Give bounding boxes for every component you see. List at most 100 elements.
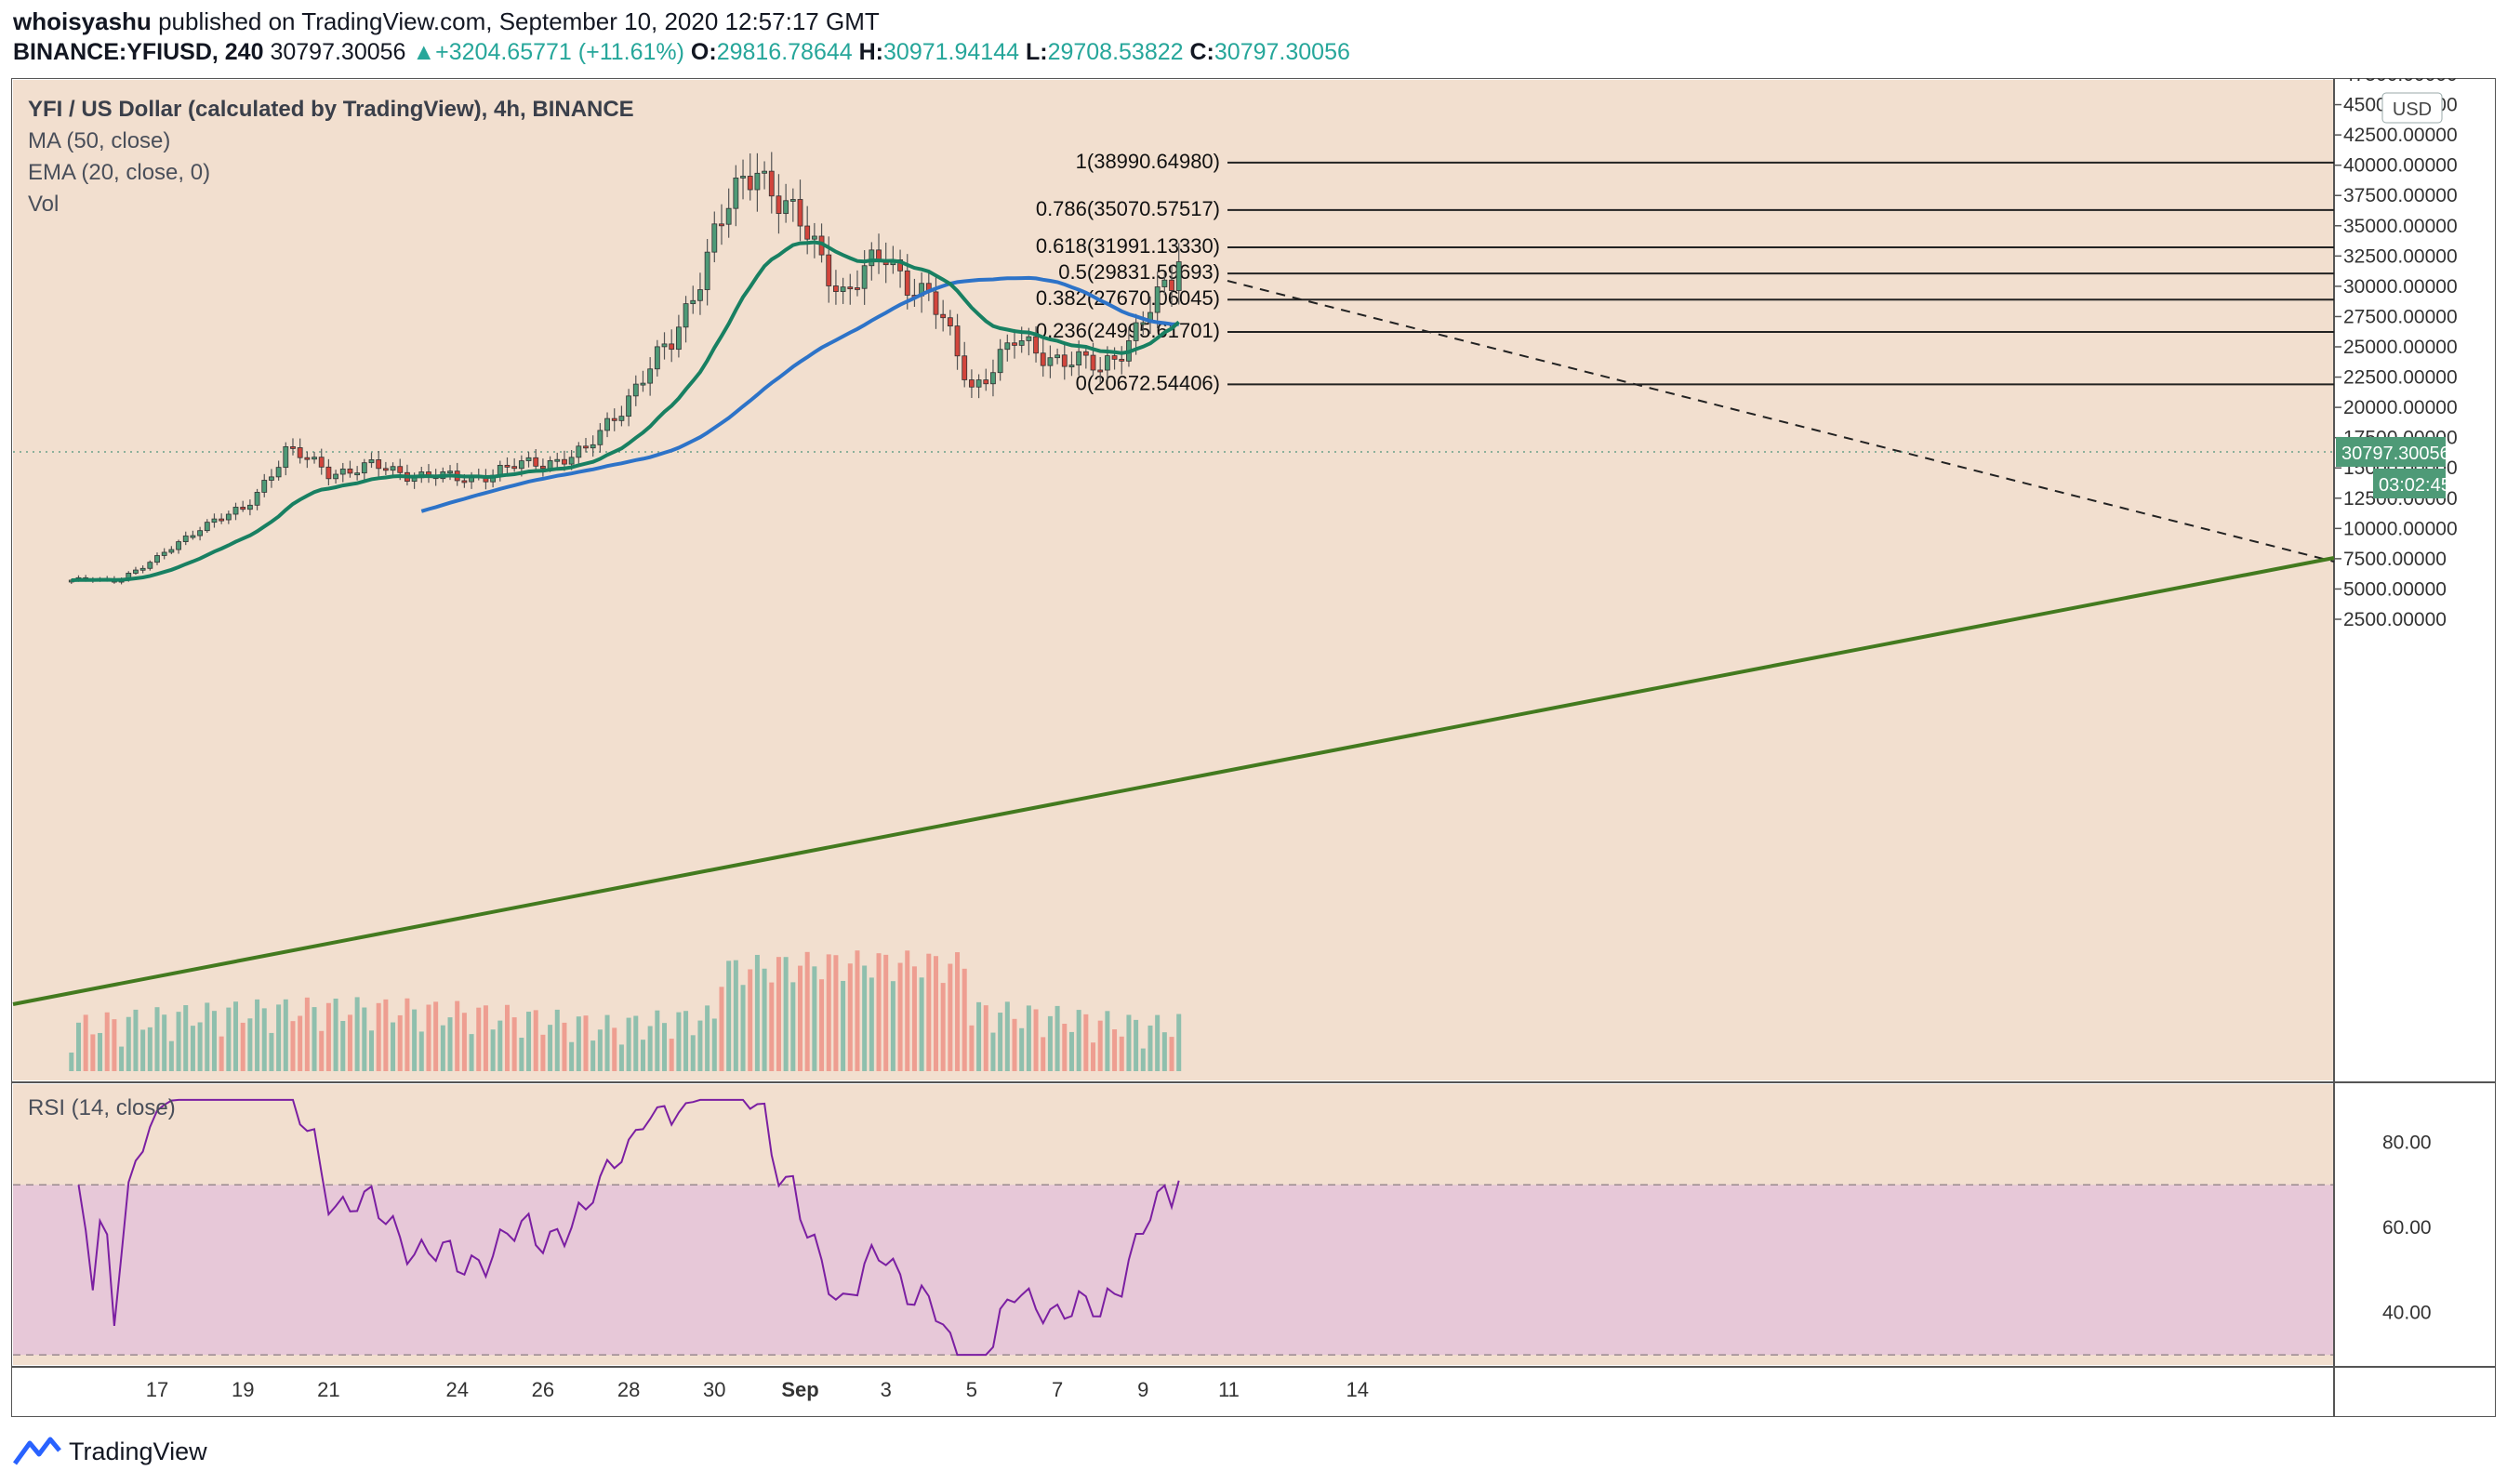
volume-bar (554, 1009, 560, 1071)
volume-bar (748, 969, 753, 1071)
candle-body (725, 207, 732, 225)
candle-body (182, 535, 189, 542)
price-tick-label: 47500.00000 (2343, 78, 2458, 86)
volume-bar (562, 1022, 567, 1071)
price-axis[interactable]: 47500.0000045000.0000042500.0000040000.0… (2334, 78, 2458, 630)
candle-body (640, 382, 646, 386)
candle-body (962, 355, 968, 380)
candle-body (855, 287, 860, 290)
candle-body (447, 470, 453, 474)
candle-body (1047, 357, 1054, 366)
volume-bar (312, 1007, 317, 1071)
candle-body (833, 285, 839, 292)
currency-badge[interactable]: USD (2381, 92, 2443, 124)
volume-bar (1083, 1014, 1089, 1071)
price-chart[interactable]: 1(38990.64980) 0.786(35070.57517) 0.618(31… (11, 78, 2496, 1417)
symbol-name: BINANCE:YFIUSD, 240 (13, 39, 264, 65)
volume-bar (841, 980, 846, 1071)
volume-bar (247, 1018, 253, 1071)
candle-body (1161, 279, 1168, 287)
volume-bar (168, 1040, 174, 1071)
volume-bar (726, 961, 732, 1071)
candle-body (661, 343, 668, 348)
volume-bar (1076, 1010, 1081, 1071)
volume-bar (455, 1000, 460, 1071)
price-tick-label: 37500.00000 (2343, 185, 2458, 206)
volume-bar (869, 977, 874, 1071)
volume-bar (776, 957, 781, 1071)
candle-body (147, 562, 153, 569)
volume-bar (412, 1009, 418, 1071)
volume-bar (354, 997, 360, 1071)
volume-bar (1134, 1019, 1139, 1071)
price-tick-label: 5000.00000 (2343, 578, 2447, 600)
candle-body (1169, 279, 1174, 291)
volume-bar (655, 1010, 660, 1071)
candle-body (511, 466, 518, 470)
volume-bar (1112, 1029, 1118, 1071)
candle-body (540, 465, 546, 470)
legend-vol[interactable]: Vol (28, 192, 60, 217)
volume-bar (540, 1034, 546, 1071)
candle-body (997, 349, 1003, 374)
time-axis[interactable]: 17 19 21 24 26 28 30 Sep 3 5 7 9 11 14 (146, 1378, 1369, 1401)
volume-bar (762, 968, 767, 1071)
candle-body (562, 458, 567, 465)
candle-body (554, 458, 561, 462)
tradingview-logo[interactable]: TradingView (13, 1436, 207, 1467)
candle-body (1154, 286, 1161, 313)
volume-bar (269, 1032, 274, 1071)
volume-bar (104, 1012, 110, 1071)
volume-bar (447, 1017, 453, 1071)
volume-bar (126, 1016, 131, 1071)
candle-body (1175, 261, 1182, 291)
legend-rsi[interactable]: RSI (14, close) (28, 1095, 176, 1120)
legend-ema[interactable]: EMA (20, close, 0) (28, 160, 211, 185)
volume-bar (397, 1014, 403, 1071)
candle-body (1090, 354, 1096, 371)
candle-body (869, 249, 875, 267)
candle-body (139, 567, 146, 571)
candle-body (269, 476, 274, 481)
candle-body (583, 445, 589, 449)
candle-body (1012, 342, 1017, 346)
volume-bar (376, 1002, 381, 1071)
candles (68, 152, 1182, 585)
candle-body (154, 555, 160, 563)
symbol-info: BINANCE:YFIUSD, 240 30797.30056 ▲+3204.6… (13, 39, 1350, 66)
volume-bar (83, 1014, 88, 1071)
volume-bar (483, 1005, 488, 1071)
price-change: +3204.65771 (+11.61%) (435, 39, 684, 65)
volume-bar (190, 1026, 195, 1071)
candle-body (690, 299, 696, 305)
volume-bar (1055, 1005, 1060, 1071)
rsi-band (13, 1185, 2334, 1356)
legend-ma[interactable]: MA (50, close) (28, 128, 171, 153)
volume-bar (955, 952, 961, 1071)
volume-bar (1062, 1024, 1068, 1071)
volume-bar (812, 966, 817, 1071)
candle-body (382, 468, 389, 471)
volume-bar (490, 1029, 496, 1071)
price-tick-label: 40000.00000 (2343, 155, 2458, 177)
fib-label: 0.786(35070.57517) (1036, 197, 1220, 220)
author-name[interactable]: whoisyashu (13, 7, 152, 35)
candle-body (990, 372, 996, 385)
volume-bar (926, 953, 932, 1071)
candle-body (568, 457, 575, 465)
volume-bar (519, 1038, 524, 1071)
volume-bar (511, 1017, 517, 1071)
candle-body (390, 466, 396, 471)
date-label: 7 (1052, 1378, 1063, 1401)
candle-body (204, 522, 210, 532)
volume-bar (461, 1013, 467, 1071)
volume-bar (255, 999, 260, 1071)
date-label: 30 (703, 1378, 725, 1401)
candle-body (789, 199, 796, 202)
published-text: published on TradingView.com, September … (158, 7, 880, 35)
volume-bar (325, 1002, 331, 1071)
candle-body (740, 176, 746, 179)
volume-bar (1041, 1037, 1046, 1071)
volume-bar (697, 1020, 703, 1071)
volume-bar (1155, 1014, 1161, 1071)
